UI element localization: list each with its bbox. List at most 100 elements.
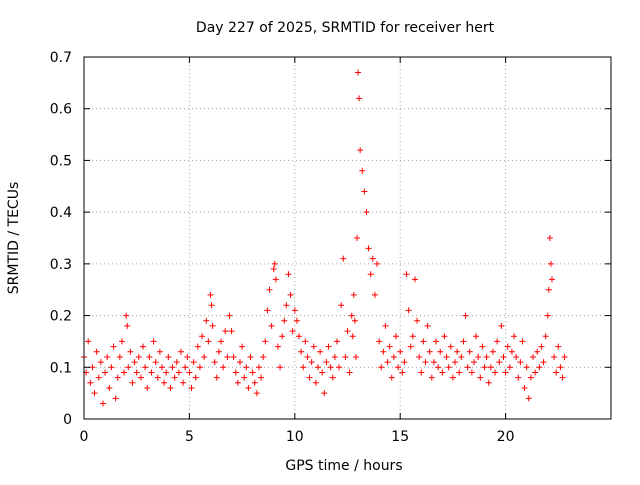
data-point (356, 95, 363, 102)
data-point (511, 333, 518, 340)
data-point (262, 338, 269, 345)
data-point (399, 369, 406, 376)
data-point (135, 353, 142, 360)
data-point (378, 364, 385, 371)
data-point (108, 364, 115, 371)
data-point (296, 333, 303, 340)
data-point (527, 374, 534, 381)
data-point (327, 364, 334, 371)
data-point (271, 260, 278, 267)
data-point (464, 364, 471, 371)
data-point (300, 364, 307, 371)
data-point (371, 291, 378, 298)
data-point (350, 291, 357, 298)
data-point (173, 359, 180, 366)
data-point (521, 384, 528, 391)
data-point (380, 348, 387, 355)
data-point (302, 338, 309, 345)
data-points (81, 69, 568, 407)
data-point (180, 379, 187, 386)
data-point (236, 359, 243, 366)
data-point (207, 291, 214, 298)
data-point (190, 359, 197, 366)
y-tick-label: 0.1 (50, 360, 72, 376)
x-tick-label: 20 (497, 429, 515, 445)
data-point (218, 338, 225, 345)
data-point (441, 333, 448, 340)
data-point (158, 364, 165, 371)
data-point (146, 353, 153, 360)
data-point (89, 364, 96, 371)
y-tick-label: 0 (63, 412, 72, 428)
data-point (264, 307, 271, 314)
data-point (397, 348, 404, 355)
data-point (504, 343, 511, 350)
data-point (561, 353, 568, 360)
data-point (508, 348, 515, 355)
data-point (171, 374, 178, 381)
data-point (114, 374, 121, 381)
y-axis-label: SRMTID / TECUs (6, 182, 22, 295)
data-point (466, 348, 473, 355)
data-point (363, 209, 370, 216)
data-point (133, 369, 140, 376)
data-point (532, 369, 539, 376)
data-point (154, 374, 161, 381)
data-point (99, 400, 106, 407)
data-point (382, 322, 389, 329)
y-tick-label: 0.3 (50, 257, 72, 273)
data-point (483, 353, 490, 360)
data-point (530, 353, 537, 360)
data-point (308, 359, 315, 366)
data-point (144, 384, 151, 391)
data-point (443, 353, 450, 360)
data-point (357, 147, 364, 154)
data-point (163, 369, 170, 376)
data-point (384, 359, 391, 366)
data-point (331, 353, 338, 360)
data-point (226, 312, 233, 319)
data-point (424, 322, 431, 329)
data-point (475, 353, 482, 360)
data-point (112, 395, 119, 402)
data-point (125, 364, 132, 371)
data-point (392, 333, 399, 340)
data-point (545, 286, 552, 293)
data-point (266, 286, 273, 293)
data-point (462, 312, 469, 319)
data-point (388, 374, 395, 381)
data-point (137, 374, 144, 381)
data-point (548, 276, 555, 283)
data-point (283, 302, 290, 309)
data-point (352, 353, 359, 360)
data-point (97, 359, 104, 366)
data-point (247, 353, 254, 360)
data-point (249, 369, 256, 376)
chart-title: Day 227 of 2025, SRMTID for receiver her… (196, 20, 495, 36)
data-point (116, 353, 123, 360)
data-point (186, 369, 193, 376)
data-point (523, 364, 530, 371)
data-point (285, 271, 292, 278)
data-point (437, 348, 444, 355)
data-point (208, 302, 215, 309)
x-tick-label: 0 (80, 429, 89, 445)
data-point (129, 379, 136, 386)
x-tick-label: 5 (185, 429, 194, 445)
data-point (374, 260, 381, 267)
x-tick-label: 15 (391, 429, 409, 445)
data-point (519, 338, 526, 345)
data-point (559, 374, 566, 381)
data-point (260, 353, 267, 360)
data-point (142, 364, 149, 371)
data-point (355, 69, 362, 76)
data-point (87, 379, 94, 386)
data-point (287, 291, 294, 298)
data-point (91, 390, 98, 397)
data-point (359, 167, 366, 174)
data-point (184, 353, 191, 360)
data-point (310, 343, 317, 350)
data-point (127, 348, 134, 355)
